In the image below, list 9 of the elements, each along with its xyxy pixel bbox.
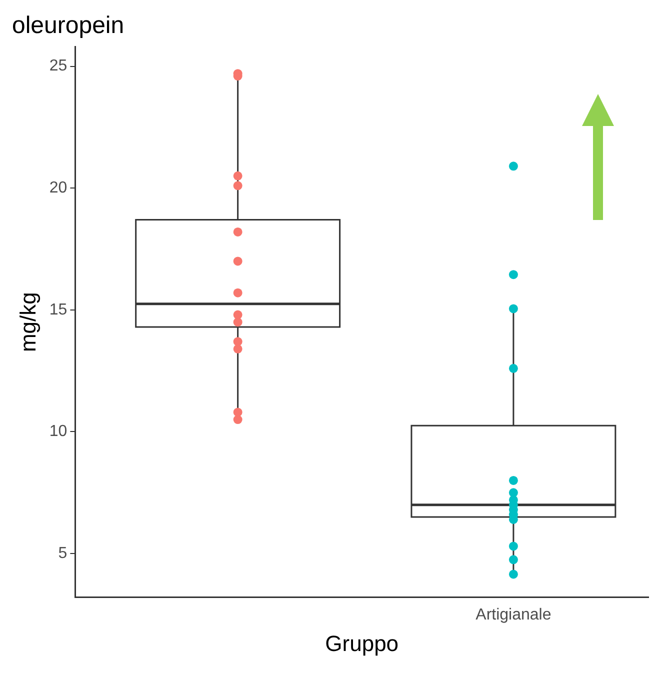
y-tick-label: 15 xyxy=(49,301,68,318)
y-tick-label: 5 xyxy=(58,544,68,562)
chart-title: oleuropein xyxy=(12,12,124,40)
y-tick-label: 10 xyxy=(49,423,68,440)
y-tick-label: 25 xyxy=(49,58,68,75)
x-axis-title: Gruppo xyxy=(325,630,399,656)
x-tick-label: Artigianale xyxy=(476,606,552,624)
y-axis-title: mg/kg xyxy=(15,292,40,352)
y-tick-label: 20 xyxy=(49,180,68,197)
